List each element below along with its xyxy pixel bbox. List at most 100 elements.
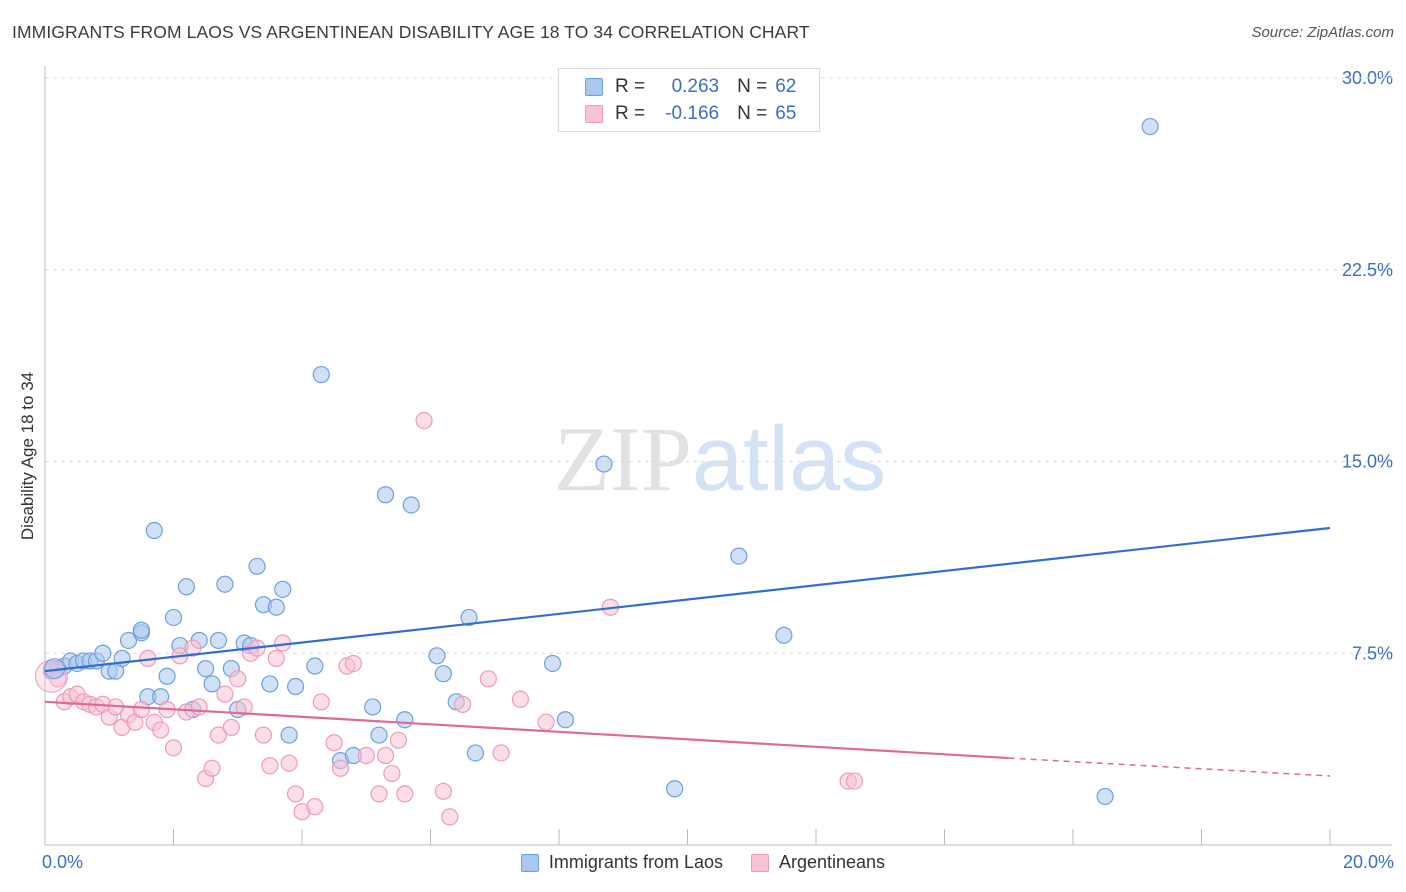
laos-point xyxy=(280,726,298,744)
argentinean-point xyxy=(209,726,228,744)
argentinean-point xyxy=(331,759,350,777)
laos-point xyxy=(203,675,221,693)
laos-point xyxy=(595,455,613,473)
argentinean-point xyxy=(441,808,459,826)
argentinean-point xyxy=(454,695,472,713)
watermark-atlas: atlas xyxy=(692,408,886,510)
laos-point xyxy=(312,365,330,384)
laos-point xyxy=(460,608,478,627)
watermark: ZIPatlas xyxy=(554,408,886,510)
argentinean-point xyxy=(280,754,298,772)
argentinean-point xyxy=(376,746,395,765)
argentinean-point xyxy=(396,785,414,803)
legend-swatch-argentineans xyxy=(585,105,603,123)
correlation-legend: R = 0.263 N = 62 R = -0.166 N = 65 xyxy=(558,68,820,132)
laos-point xyxy=(274,580,292,598)
argentinean-point xyxy=(344,654,362,673)
argentinean-point xyxy=(383,764,401,783)
argentinean-point xyxy=(190,698,208,716)
laos-point xyxy=(267,598,285,616)
legend-swatch-laos xyxy=(585,78,603,96)
y-tick-label: 15.0% xyxy=(1342,452,1393,472)
argentinean-point xyxy=(434,782,452,800)
laos-trend-line xyxy=(44,526,1331,673)
laos-point xyxy=(158,667,176,685)
argentinean-point xyxy=(216,685,234,703)
legend-item-laos: Immigrants from Laos xyxy=(520,852,723,873)
argentinean-point xyxy=(511,690,530,708)
chart-title: IMMIGRANTS FROM LAOS VS ARGENTINEAN DISA… xyxy=(12,22,810,42)
laos-point xyxy=(396,711,414,729)
argentinean-point xyxy=(152,721,170,739)
argentinean-point xyxy=(235,698,253,716)
laos-point xyxy=(730,547,748,565)
source-label: Source: ZipAtlas.com xyxy=(1251,24,1394,41)
legend-item-argentineans: Argentineans xyxy=(750,852,886,873)
laos-point xyxy=(370,726,388,744)
argentinean-point xyxy=(164,739,183,757)
argentinean-point xyxy=(357,746,375,765)
laos-point xyxy=(1096,787,1114,806)
legend-r-value: 0.263 xyxy=(671,76,720,97)
argentinean-point xyxy=(306,798,324,816)
argentinean-point xyxy=(537,713,555,731)
legend-label-laos: Immigrants from Laos xyxy=(548,852,723,872)
laos-point xyxy=(402,496,420,514)
legend-swatch-argentineans xyxy=(750,853,769,872)
laos-point xyxy=(209,631,228,650)
laos-point xyxy=(434,665,452,683)
legend-r-value: -0.166 xyxy=(665,103,720,124)
argentinean-point xyxy=(479,670,497,688)
legend-n-value: 62 xyxy=(775,76,797,97)
legend-n-key: N = xyxy=(737,76,768,97)
laos-point xyxy=(666,780,684,798)
laos-point xyxy=(775,626,793,644)
legend-swatch-laos xyxy=(520,853,539,872)
argentinean-point xyxy=(229,670,247,688)
argentinean-point xyxy=(222,718,240,736)
laos-point xyxy=(556,711,575,729)
laos-point xyxy=(132,621,150,639)
argentinean-point xyxy=(184,639,202,657)
argentinean-point xyxy=(845,772,864,790)
series-legend: Immigrants from Laos Argentineans xyxy=(0,852,1406,873)
argentinean-trend-line xyxy=(44,700,1009,760)
argentinean-point xyxy=(415,411,433,430)
laos-point xyxy=(119,631,138,650)
laos-point xyxy=(248,557,266,575)
argentinean-point xyxy=(325,734,343,752)
legend-label-argentineans: Argentineans xyxy=(778,852,886,872)
argentinean-point xyxy=(267,649,285,667)
laos-point xyxy=(364,698,382,716)
watermark-zip: ZIP xyxy=(554,408,692,510)
laos-point xyxy=(306,657,324,675)
argentinean-trend-extension xyxy=(1008,757,1331,777)
argentinean-point xyxy=(370,785,388,803)
argentinean-point xyxy=(254,726,273,744)
argentinean-cluster-point xyxy=(34,659,68,693)
laos-point xyxy=(164,608,183,627)
laos-point xyxy=(197,659,215,678)
x-tick-label-max: 20.0% xyxy=(1342,852,1394,872)
argentinean-point xyxy=(286,785,305,803)
legend-row-argentineans: R = -0.166 N = 65 xyxy=(585,102,796,126)
laos-point xyxy=(177,578,195,596)
argentinean-point xyxy=(389,731,407,749)
laos-point xyxy=(145,521,163,540)
laos-point xyxy=(376,486,395,504)
laos-point xyxy=(543,654,562,673)
argentinean-point xyxy=(203,759,221,777)
laos-point xyxy=(466,744,485,762)
laos-point xyxy=(261,675,279,693)
laos-point xyxy=(1141,117,1159,136)
y-tick-label: 7.5% xyxy=(1352,643,1393,663)
laos-point xyxy=(428,647,446,665)
argentinean-point xyxy=(261,757,279,775)
x-tick-label-min: 0.0% xyxy=(42,852,84,872)
legend-r-key: R = xyxy=(615,103,646,124)
argentinean-point xyxy=(132,700,150,719)
legend-n-key: N = xyxy=(737,103,768,124)
argentinean-point xyxy=(492,744,510,762)
y-tick-label: 22.5% xyxy=(1342,260,1393,280)
argentinean-point xyxy=(312,693,330,711)
